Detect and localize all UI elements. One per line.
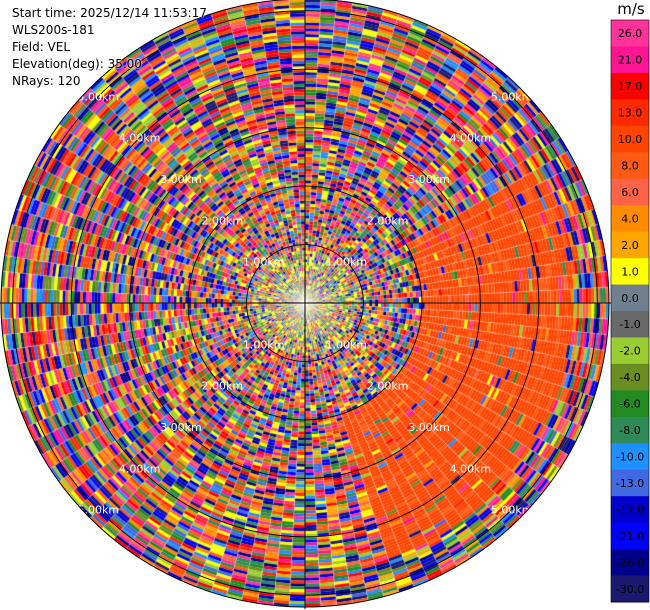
range-ring-label: 1.00km	[243, 256, 285, 269]
range-ring-label: 1.00km	[243, 338, 285, 351]
range-ring-label: 4.00km	[119, 132, 161, 145]
instrument-label: WLS200s-181	[12, 23, 95, 37]
nrays-label: NRays: 120	[12, 74, 81, 88]
field-label: Field: VEL	[12, 40, 71, 54]
range-ring-label: 4.00km	[450, 462, 492, 475]
range-ring	[187, 185, 423, 421]
range-ring	[12, 10, 598, 596]
colorbar-unit: m/s	[617, 0, 645, 18]
range-ring-label: 4.00km	[119, 462, 161, 475]
range-ring-label: 3.00km	[408, 173, 450, 186]
range-ring-label: 3.00km	[160, 173, 202, 186]
start-time-label: Start time: 2025/12/14 11:53:17	[12, 6, 207, 20]
range-ring-label: 3.00km	[160, 421, 202, 434]
range-ring-label: 2.00km	[367, 214, 409, 227]
range-ring-label: 5.00km	[78, 90, 120, 103]
range-ring-label: 3.00km	[408, 421, 450, 434]
range-ring-label: 5.00km	[491, 504, 533, 517]
range-ring-label: 5.00km	[78, 504, 120, 517]
range-ring-label: 2.00km	[367, 380, 409, 393]
range-ring	[246, 244, 364, 362]
range-ring-label: 2.00km	[202, 214, 244, 227]
range-ring-label: 2.00km	[202, 380, 244, 393]
outer-ring	[0, 0, 610, 608]
elevation-label: Elevation(deg): 35.00	[12, 57, 142, 71]
range-ring-label: 5.00km	[491, 90, 533, 103]
range-ring-label: 1.00km	[326, 256, 368, 269]
range-ring-label: 4.00km	[450, 132, 492, 145]
range-ring	[70, 68, 540, 538]
range-ring	[129, 127, 481, 479]
range-ring-label: 1.00km	[326, 338, 368, 351]
